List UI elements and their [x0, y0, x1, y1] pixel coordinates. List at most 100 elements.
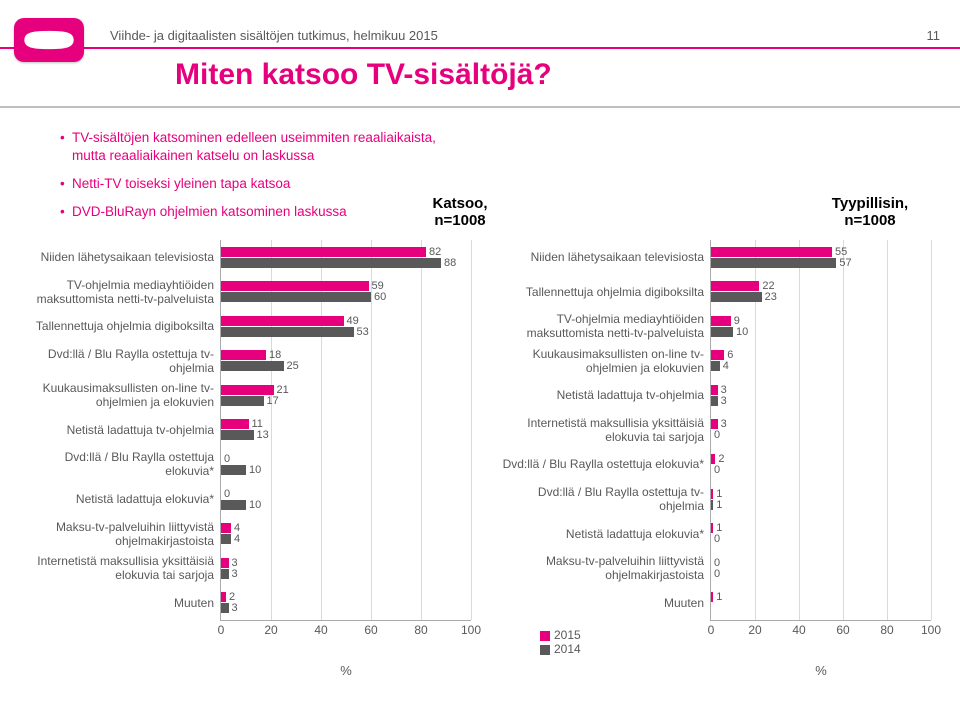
- category-label: Niiden lähetysaikaan televisiosta: [500, 240, 710, 275]
- xtick: 60: [364, 623, 377, 637]
- bar-2014: [221, 603, 229, 613]
- bullet-3: DVD-BluRayn ohjelmien katsominen laskuss…: [60, 203, 440, 221]
- value-2014: 4: [723, 360, 729, 372]
- value-2014: 0: [714, 533, 720, 545]
- xtick: 20: [264, 623, 277, 637]
- category-label: Niiden lähetysaikaan televisiosta: [20, 240, 220, 275]
- bar-pair: 5960: [221, 275, 471, 310]
- category-label: Maksu-tv-palveluihin liittyvistä ohjelma…: [20, 516, 220, 551]
- xtick: 20: [748, 623, 761, 637]
- chart-b-xlabel: %: [815, 663, 827, 678]
- bar-pair: 5557: [711, 240, 931, 275]
- brand-logo: dna: [14, 18, 84, 62]
- value-2014: 10: [736, 326, 748, 338]
- bar-2015: [221, 281, 369, 291]
- svg-text:dna: dna: [41, 35, 59, 46]
- category-label: TV-ohjelmia mediayhtiöiden maksuttomista…: [500, 309, 710, 344]
- chart-b-plot: % 020406080100 5557222391064333020111000…: [710, 240, 931, 621]
- bar-2015: [711, 247, 832, 257]
- category-label: Tallennettuja ohjelmia digiboksilta: [500, 275, 710, 310]
- xtick: 80: [880, 623, 893, 637]
- bar-pair: 0 10: [221, 482, 471, 517]
- bar-pair: 30: [711, 413, 931, 448]
- bar-2014: [221, 292, 371, 302]
- bar-2015: [221, 592, 226, 602]
- legend-2014: 2014: [554, 642, 581, 656]
- category-label: Netistä ladattuja tv-ohjelmia: [500, 378, 710, 413]
- category-label: Kuukausimaksullisten on-line tv-ohjelmie…: [20, 378, 220, 413]
- xtick: 0: [218, 623, 225, 637]
- chart-b-categories: Niiden lähetysaikaan televisiostaTallenn…: [500, 240, 710, 620]
- bar-2015: [711, 350, 724, 360]
- xtick: 100: [461, 623, 481, 637]
- value-2014: 1: [716, 499, 722, 511]
- value-2015: 0: [224, 453, 230, 465]
- bar-pair: 11: [711, 482, 931, 517]
- bar-pair: 910: [711, 309, 931, 344]
- xtick: 80: [414, 623, 427, 637]
- bullet-1: TV-sisältöjen katsominen edelleen useimm…: [60, 129, 440, 165]
- value-2014: 13: [257, 429, 269, 441]
- category-label: Internetistä maksullisia yksittäisiä elo…: [500, 413, 710, 448]
- bar-2014: [221, 500, 246, 510]
- value-2015: 0: [224, 488, 230, 500]
- summary-bullets: TV-sisältöjen katsominen edelleen useimm…: [20, 129, 440, 232]
- bar-2015: [221, 247, 426, 257]
- value-2014: 23: [765, 291, 777, 303]
- category-label: Netistä ladattuja elokuvia*: [20, 482, 220, 517]
- value-2014: 10: [249, 499, 261, 511]
- bar-2014: [711, 292, 762, 302]
- bar-pair: 010: [221, 447, 471, 482]
- bar-pair: 44: [221, 516, 471, 551]
- header-line-pink: [0, 47, 960, 49]
- chart-b-header: Tyypillisin, n=1008: [810, 195, 930, 229]
- bar-2015: [711, 316, 731, 326]
- bar-pair: 20: [711, 447, 931, 482]
- chart-b-xaxis: % 020406080100: [711, 620, 931, 650]
- chart-a-xlabel: %: [340, 663, 352, 678]
- category-label: Muuten: [500, 585, 710, 620]
- chart-a-plot: % 020406080100 8288596049531825211711130…: [220, 240, 471, 621]
- value-2014: 4: [234, 533, 240, 545]
- bar-2014: [221, 361, 284, 371]
- bar-pair: 33: [711, 378, 931, 413]
- category-label: Kuukausimaksullisten on-line tv-ohjelmie…: [500, 344, 710, 379]
- xtick: 60: [836, 623, 849, 637]
- xtick: 40: [314, 623, 327, 637]
- bar-2014: [221, 430, 254, 440]
- gridline: [931, 240, 932, 620]
- page-title: Miten katsoo TV-sisältöjä?: [175, 58, 552, 92]
- bar-2014: [221, 465, 246, 475]
- category-label: Netistä ladattuja elokuvia*: [500, 516, 710, 551]
- category-label: TV-ohjelmia mediayhtiöiden maksuttomista…: [20, 275, 220, 310]
- bullet-2: Netti-TV toiseksi yleinen tapa katsoa: [60, 175, 440, 193]
- bar-2015: [711, 489, 713, 499]
- bar-2015: [711, 385, 718, 395]
- bar-2014: [711, 258, 836, 268]
- bar-pair: 8288: [221, 240, 471, 275]
- bar-pair: 64: [711, 344, 931, 379]
- category-label: Tallennettuja ohjelmia digiboksilta: [20, 309, 220, 344]
- bar-2014: [221, 569, 229, 579]
- category-label: Muuten: [20, 585, 220, 620]
- value-2015: 82: [429, 246, 441, 258]
- bar-2015: [711, 523, 713, 533]
- value-2015: 18: [269, 349, 281, 361]
- chart-a: Niiden lähetysaikaan televisiostaTV-ohje…: [20, 240, 480, 660]
- source-line: Viihde- ja digitaalisten sisältöjen tutk…: [110, 28, 438, 43]
- chart-b: Niiden lähetysaikaan televisiostaTallenn…: [500, 240, 940, 660]
- value-2014: 3: [232, 602, 238, 614]
- value-2014: 57: [839, 257, 851, 269]
- dna-logo-icon: dna: [23, 27, 75, 53]
- value-2014: 3: [232, 568, 238, 580]
- value-2014: 60: [374, 291, 386, 303]
- bar-2014: [221, 534, 231, 544]
- value-2014: 17: [267, 395, 279, 407]
- category-label: Maksu-tv-palveluihin liittyvistä ohjelma…: [500, 551, 710, 586]
- bar-2015: [221, 316, 344, 326]
- bar-pair: 2223: [711, 275, 931, 310]
- bar-2015: [221, 419, 249, 429]
- value-2014: 3: [721, 395, 727, 407]
- bar-pair: 00: [711, 551, 931, 586]
- value-2014: 25: [287, 360, 299, 372]
